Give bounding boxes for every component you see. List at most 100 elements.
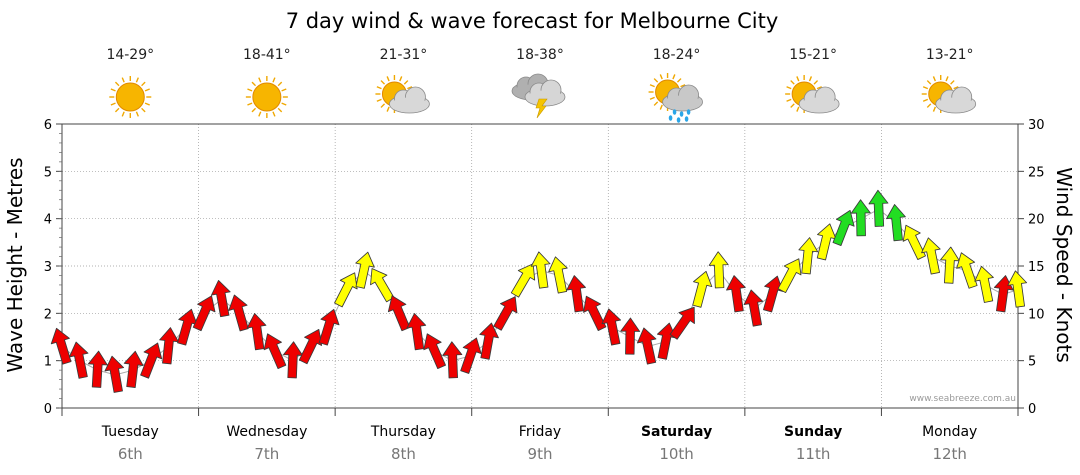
sun-ray bbox=[251, 107, 257, 113]
sun-ray bbox=[272, 111, 276, 117]
rain-drop bbox=[672, 109, 677, 115]
day-name-label: Thursday bbox=[370, 424, 436, 440]
wind-arrow bbox=[246, 313, 267, 351]
sun-ray bbox=[796, 106, 800, 112]
wind-arrow bbox=[868, 189, 889, 227]
sun-ray bbox=[950, 80, 955, 85]
y-tick-label-left: 6 bbox=[44, 118, 52, 133]
wind-arrow bbox=[777, 258, 802, 294]
sun-ray bbox=[144, 88, 150, 92]
wind-line bbox=[61, 208, 1019, 376]
axis-ticks: 0 1 2 3 4 5 6 0 5 10 15 20 25 30 bbox=[44, 118, 1045, 417]
day-date-label: 12th bbox=[932, 445, 966, 463]
y-tick-label-left: 4 bbox=[44, 213, 52, 228]
sun-ray bbox=[277, 107, 283, 113]
sun-ray bbox=[135, 77, 139, 83]
wind-arrow bbox=[442, 341, 463, 379]
wind-arrow bbox=[956, 252, 978, 289]
wind-arrow bbox=[318, 308, 340, 346]
sun-ray bbox=[786, 98, 792, 102]
sun-ray bbox=[790, 103, 795, 108]
wind-arrow bbox=[423, 333, 446, 370]
day-name-label: Friday bbox=[519, 424, 561, 440]
sun-ray bbox=[680, 84, 686, 88]
y-tick-label-left: 2 bbox=[44, 307, 52, 322]
wind-arrow bbox=[921, 237, 941, 275]
sun-ray bbox=[144, 102, 150, 106]
y-tick-label-right: 0 bbox=[1028, 402, 1036, 417]
sun-ray bbox=[380, 80, 386, 85]
sun-ray bbox=[272, 77, 276, 83]
y-tick-label-right: 20 bbox=[1028, 213, 1045, 228]
sun-ray bbox=[649, 96, 655, 100]
lightning-bolt bbox=[535, 98, 548, 119]
wind-arrow bbox=[763, 275, 784, 313]
wind-arrow bbox=[104, 355, 125, 393]
wind-arrow bbox=[669, 306, 695, 340]
wind-arrow bbox=[548, 256, 568, 294]
y-tick-label-right: 15 bbox=[1028, 260, 1045, 275]
sun-ray bbox=[141, 107, 146, 113]
day-date-label: 11th bbox=[796, 445, 830, 463]
y-tick-label-right: 10 bbox=[1028, 307, 1045, 322]
sun-ray bbox=[672, 74, 676, 80]
wind-arrow bbox=[406, 313, 427, 351]
day-date-label: 10th bbox=[659, 445, 693, 463]
wind-arrow bbox=[583, 295, 607, 331]
wind-arrow bbox=[87, 350, 108, 388]
day-temperature: 21-31° bbox=[380, 47, 428, 63]
sun-ray bbox=[141, 81, 146, 87]
sun-ray bbox=[676, 78, 682, 83]
cloud-part bbox=[390, 97, 429, 113]
sun-ray bbox=[247, 102, 253, 106]
chart-title: 7 day wind & wave forecast for Melbourne… bbox=[286, 9, 779, 33]
wind-arrow bbox=[1007, 270, 1028, 308]
wind-arrow bbox=[510, 263, 536, 298]
wind-arrow bbox=[192, 295, 216, 332]
wind-arrow bbox=[798, 237, 819, 275]
wind-arrow bbox=[850, 199, 871, 237]
wind-arrow bbox=[355, 251, 375, 289]
sun-ray bbox=[403, 80, 409, 85]
sun-ray bbox=[121, 111, 125, 117]
wind-arrow bbox=[387, 295, 411, 332]
sun-ray bbox=[281, 102, 287, 106]
x-axis-labels: Tuesday 6th Wednesday 7th Thursday 8th Friday 9… bbox=[101, 424, 978, 463]
partly-cloudy-rain-icon bbox=[648, 73, 703, 123]
sun-ray bbox=[813, 80, 819, 85]
weather-row: 14-29° 18-41° 21-31° 18-38° 18-24° 15-21° 13-2… bbox=[106, 47, 977, 123]
wind-arrow bbox=[566, 275, 586, 313]
sun-ray bbox=[926, 80, 932, 85]
rain-drop bbox=[676, 117, 681, 123]
wind-series bbox=[50, 189, 1028, 393]
wind-arrow bbox=[123, 350, 144, 389]
wind-arrow bbox=[940, 246, 960, 284]
sun-ray bbox=[281, 88, 287, 92]
rain-drop bbox=[686, 109, 691, 115]
wind-arrow bbox=[692, 270, 713, 308]
thunderstorm-icon bbox=[511, 73, 566, 119]
day-date-label: 8th bbox=[391, 445, 416, 463]
sun-ray bbox=[114, 107, 120, 113]
day-name-label: Wednesday bbox=[226, 424, 307, 440]
wind-arrow bbox=[493, 296, 518, 331]
sun-ray bbox=[953, 86, 959, 90]
day-name-label: Monday bbox=[922, 424, 977, 440]
sun-ray bbox=[114, 81, 120, 87]
sun-ray bbox=[110, 102, 116, 106]
rain-drop bbox=[679, 111, 684, 117]
wind-arrow bbox=[636, 327, 657, 365]
sun-ray bbox=[251, 81, 257, 87]
wind-arrow bbox=[334, 272, 358, 308]
sun-ray bbox=[121, 77, 125, 83]
cloud-part bbox=[663, 95, 702, 111]
rain-drop bbox=[684, 116, 689, 122]
wind-arrow bbox=[140, 342, 163, 379]
sun-ray bbox=[110, 88, 116, 92]
sun-ray bbox=[399, 76, 403, 82]
y-tick-label-right: 25 bbox=[1028, 165, 1045, 180]
wind-arrow bbox=[601, 308, 622, 346]
wind-arrow bbox=[479, 322, 499, 360]
sun-disc bbox=[252, 82, 282, 112]
